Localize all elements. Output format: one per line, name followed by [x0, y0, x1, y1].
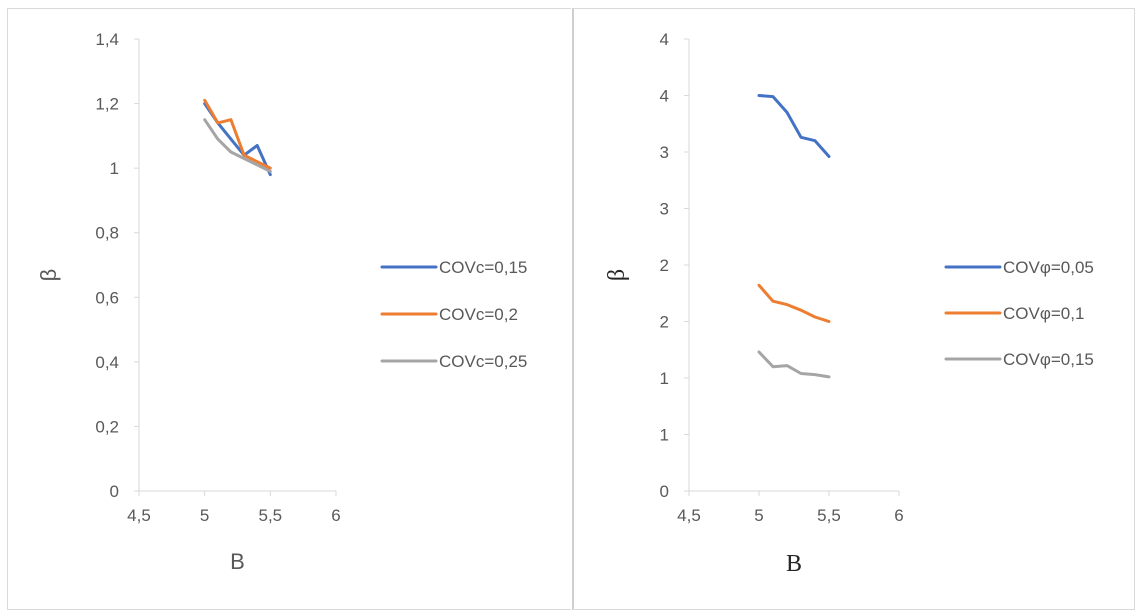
x-tick-label: 5,5 — [259, 506, 283, 525]
x-axis-title: B — [230, 549, 245, 574]
y-tick-label: 0 — [660, 482, 669, 501]
y-tick-label: 2 — [660, 313, 669, 332]
x-tick-label: 4,5 — [127, 506, 151, 525]
legend-label: COVc=0,15 — [439, 258, 527, 277]
y-tick-label: 1 — [660, 369, 669, 388]
chart-right-svg: 4,5 5 5,5 6 0 1 1 2 2 3 3 4 4 Bβ COVφ=0,05 COVφ=0,1 COVφ… — [574, 9, 1134, 609]
y-tick-label: 0,8 — [95, 224, 119, 243]
y-tick-label: 1,2 — [95, 95, 119, 114]
x-tick-label: 5 — [200, 506, 209, 525]
y-tick-label: 3 — [660, 200, 669, 219]
y-tick-label: 0,6 — [95, 288, 119, 307]
y-tick-label: 3 — [660, 143, 669, 162]
y-tick-label: 4 — [660, 30, 669, 49]
y-tick-label: 1 — [660, 426, 669, 445]
x-tick-label: 6 — [331, 506, 340, 525]
x-axis-title: B — [786, 551, 802, 577]
y-tick-label: 0,2 — [95, 417, 119, 436]
legend-label: COVc=0,2 — [439, 305, 518, 324]
y-tick-label: 0,4 — [95, 353, 119, 372]
y-axis-title: β — [36, 269, 61, 282]
y-axis-title: β — [604, 269, 630, 281]
x-tick-label: 5,5 — [817, 506, 841, 525]
y-tick-label: 1,4 — [95, 30, 119, 49]
y-tick-label: 4 — [660, 87, 669, 106]
legend-label: COVφ=0,05 — [1003, 258, 1094, 277]
legend-label: COVφ=0,15 — [1003, 350, 1094, 369]
series-line-1 — [759, 96, 829, 157]
legend-label: COVc=0,25 — [439, 352, 527, 371]
y-tick-label: 2 — [660, 256, 669, 275]
x-tick-label: 4,5 — [677, 506, 701, 525]
legend-label: COVφ=0,1 — [1003, 304, 1084, 323]
series-line-3 — [759, 352, 829, 377]
y-tick-label: 0 — [110, 482, 119, 501]
x-tick-label: 6 — [894, 506, 903, 525]
series-line-2 — [759, 285, 829, 321]
y-tick-label: 1 — [110, 159, 119, 178]
x-tick-label: 5 — [754, 506, 763, 525]
chart-left-svg: 4,5 5 5,5 6 0 0,2 0,4 0,6 0,8 1 1,2 1,4 Bβ COVc=0,15 C… — [8, 9, 571, 609]
